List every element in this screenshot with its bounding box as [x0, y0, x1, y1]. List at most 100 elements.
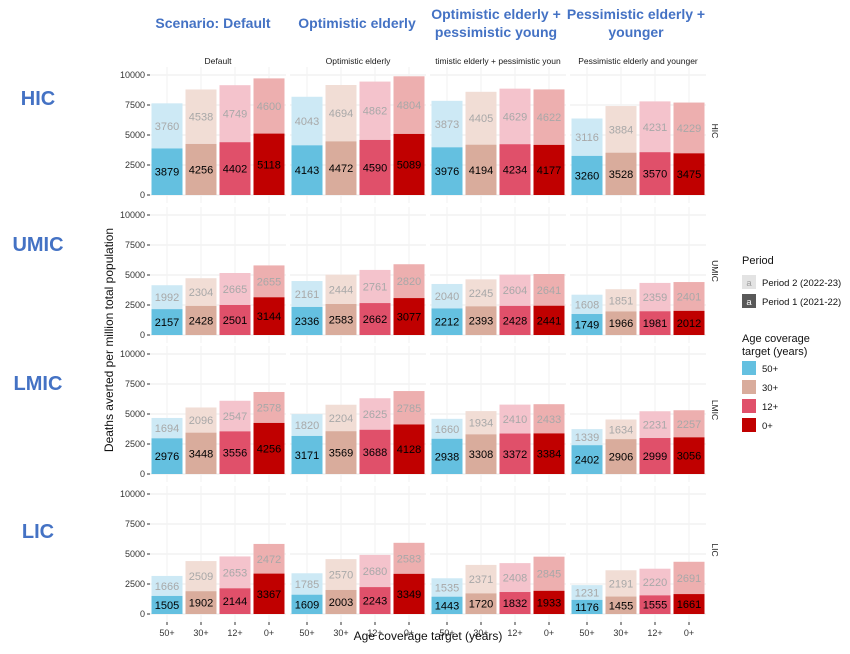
bar-period1	[359, 429, 391, 474]
facet-strip-label: Pessimistic elderly and younger	[578, 56, 698, 66]
data-label-period2: 2257	[677, 419, 701, 431]
data-label-period1: 1832	[503, 598, 527, 610]
bar-period1	[291, 435, 323, 474]
y-tick-label: 7500	[125, 100, 145, 110]
bar-period1	[605, 311, 637, 335]
legend-period-key	[742, 275, 756, 289]
data-label-period1: 2144	[223, 596, 247, 608]
region-label: HIC	[21, 88, 55, 110]
bar-period1	[431, 596, 463, 614]
legend-age-label: 50+	[762, 364, 779, 375]
bar-period2	[185, 407, 217, 433]
bar-period1	[185, 432, 217, 474]
region-label: LMIC	[14, 373, 63, 395]
x-tick-label: 12+	[227, 628, 242, 638]
data-label-period1: 3056	[677, 451, 701, 463]
scenario-title: younger	[608, 24, 664, 40]
bar-period1	[359, 587, 391, 614]
bar-period2	[291, 96, 323, 146]
bar-period2	[605, 419, 637, 440]
data-label-period2: 4804	[397, 100, 421, 112]
data-label-period2: 2680	[363, 566, 387, 578]
data-label-period2: 2472	[257, 554, 281, 566]
bar-period1	[673, 594, 705, 614]
bar-period2	[151, 417, 183, 439]
data-label-period1: 3528	[609, 169, 633, 181]
data-label-period1: 3384	[537, 449, 561, 461]
data-label-period2: 4231	[643, 122, 667, 134]
x-tick-label: 50+	[439, 628, 454, 638]
scenario-title: Scenario: Default	[155, 15, 270, 31]
bar-period2	[393, 264, 425, 299]
data-label-period1: 2157	[155, 317, 179, 329]
scenario-title: pessimistic young	[435, 24, 557, 40]
legend-period-label: Period 1 (2021-22)	[762, 297, 841, 308]
bar-period2	[185, 561, 217, 592]
data-label-period2: 2408	[503, 573, 527, 585]
data-label-period2: 2371	[469, 574, 493, 586]
bar-period2	[219, 85, 251, 143]
bar-period2	[359, 398, 391, 430]
bar-period2	[219, 273, 251, 305]
data-label-period2: 4405	[469, 113, 493, 125]
bar-period2	[533, 274, 565, 306]
bar-period1	[465, 593, 497, 614]
y-tick-label: 0	[140, 190, 145, 200]
data-label-period1: 3260	[575, 170, 599, 182]
bar-period2	[325, 85, 357, 142]
bar-period2	[571, 294, 603, 315]
region-strip-label: LMIC	[710, 400, 720, 420]
bar-period2	[499, 274, 531, 306]
bar-period1	[571, 155, 603, 195]
y-tick-label: 7500	[125, 379, 145, 389]
legend-age-title: Age coverage	[742, 333, 810, 345]
bar-period1	[431, 438, 463, 474]
data-label-period1: 1555	[643, 600, 667, 612]
y-tick-label: 0	[140, 469, 145, 479]
y-tick-label: 2500	[125, 579, 145, 589]
data-label-period1: 2003	[329, 597, 353, 609]
bar-period2	[605, 106, 637, 153]
bar-period2	[605, 289, 637, 312]
data-label-period1: 5089	[397, 159, 421, 171]
data-label-period1: 4402	[223, 164, 247, 176]
bar-period1	[359, 139, 391, 195]
x-tick-label: 0+	[544, 628, 554, 638]
data-label-period2: 4694	[329, 108, 353, 120]
bar-period1	[151, 438, 183, 474]
y-tick-label: 10000	[120, 210, 145, 220]
data-label-period1: 2976	[155, 451, 179, 463]
data-label-period2: 1608	[575, 299, 599, 311]
bar-period1	[639, 152, 671, 195]
data-label-period2: 2245	[469, 288, 493, 300]
y-tick-label: 2500	[125, 160, 145, 170]
legend-age-swatch	[742, 418, 756, 432]
scenario-title: Optimistic elderly +	[431, 6, 561, 22]
legend-period-glyph: a	[746, 297, 752, 308]
data-label-period1: 3976	[435, 166, 459, 178]
bar-period2	[639, 568, 671, 596]
bar-period2	[291, 281, 323, 307]
data-label-period2: 2547	[223, 411, 247, 423]
data-label-period1: 3372	[503, 449, 527, 461]
data-label-period1: 3569	[329, 448, 353, 460]
bar-period2	[533, 556, 565, 591]
y-tick-label: 2500	[125, 300, 145, 310]
bar-period1	[151, 148, 183, 195]
data-label-period2: 2570	[329, 570, 353, 582]
bar-period1	[533, 433, 565, 474]
bar-period2	[571, 118, 603, 156]
y-tick-label: 10000	[120, 70, 145, 80]
bar-period2	[499, 563, 531, 593]
bar-period1	[253, 573, 285, 614]
bar-period2	[431, 283, 463, 309]
y-tick-label: 5000	[125, 130, 145, 140]
data-label-period2: 4629	[503, 111, 527, 123]
data-label-period2: 4749	[223, 109, 247, 121]
bar-period1	[291, 594, 323, 614]
bar-period1	[393, 424, 425, 474]
data-label-period1: 1455	[609, 600, 633, 612]
legend-age-swatch	[742, 399, 756, 413]
data-label-period2: 4043	[295, 116, 319, 128]
data-label-period2: 2761	[363, 281, 387, 293]
